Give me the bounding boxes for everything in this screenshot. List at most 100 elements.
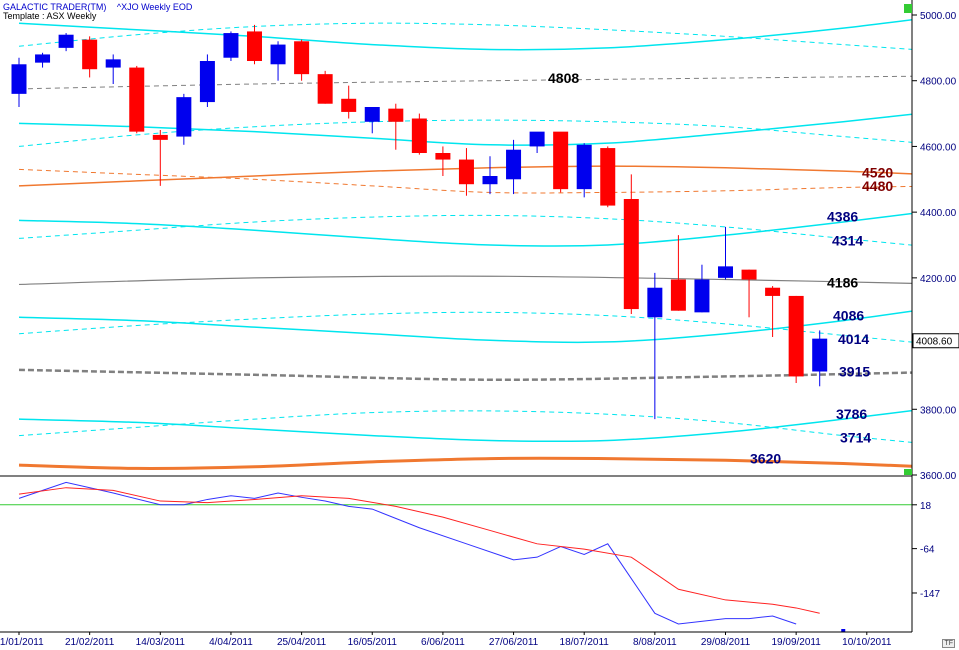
candle-body [129, 67, 145, 132]
candle-body [670, 279, 686, 311]
price-tick-label: 5000.00 [920, 11, 957, 22]
candle-body [364, 107, 380, 122]
band-line [18, 113, 912, 146]
band-line [18, 410, 912, 443]
price-tick-label: 4400.00 [920, 208, 957, 219]
level-label: 4520 [862, 165, 893, 181]
candle-body [223, 33, 239, 58]
candlesticks [11, 24, 828, 420]
candle-body [388, 108, 404, 122]
band-line [18, 456, 912, 470]
candle-body [623, 199, 639, 310]
level-label: 4808 [548, 70, 579, 86]
candle-body [247, 31, 262, 61]
level-label: 4480 [862, 178, 893, 194]
candle-body [11, 64, 27, 94]
band-line [18, 75, 912, 90]
candle-body [765, 287, 781, 296]
candle-body [270, 44, 286, 65]
date-tick-label: 14/03/2011 [136, 637, 186, 648]
level-label: 4386 [827, 209, 858, 225]
level-label: 3786 [836, 406, 867, 422]
candle-body [341, 98, 357, 112]
price-tick-label: 4800.00 [920, 77, 957, 88]
date-tick-label: 10/10/2011 [842, 637, 892, 648]
candle-body [482, 176, 498, 185]
candle-body [105, 59, 121, 68]
candle-body [411, 118, 427, 153]
band-line [18, 275, 912, 286]
price-tick-label: 4600.00 [920, 142, 957, 153]
level-label: 4314 [832, 232, 863, 248]
candle-body [647, 287, 663, 318]
osc-end-marker [841, 629, 846, 632]
band-line [18, 409, 912, 443]
date-tick-label: 19/09/2011 [771, 637, 821, 648]
osc-tick-label: 18 [920, 501, 932, 512]
date-tick-label: 21/02/2011 [65, 637, 115, 648]
candle-body [576, 144, 592, 190]
candle-body [458, 159, 474, 185]
band-line [18, 310, 912, 344]
candle-body [741, 269, 757, 280]
band-lines [18, 18, 912, 470]
candle-body [152, 134, 168, 140]
candle-body [718, 266, 733, 278]
last-price-box [912, 333, 959, 349]
candle-body [35, 54, 51, 63]
candle-body [435, 153, 451, 160]
oscillator-panel [0, 481, 912, 632]
date-tick-label: 31/01/2011 [0, 637, 44, 648]
last-price-label: 4008.60 [916, 337, 953, 348]
candle-body [600, 148, 616, 206]
band-line [18, 214, 912, 246]
tf-corner-button[interactable]: TF [942, 639, 955, 648]
candle-body [788, 295, 804, 377]
date-tick-label: 27/06/2011 [489, 637, 539, 648]
candle-body [317, 74, 333, 104]
date-tick-label: 29/08/2011 [701, 637, 751, 648]
date-tick-label: 18/07/2011 [560, 637, 610, 648]
price-tick-label: 4200.00 [920, 274, 957, 285]
band-line [18, 368, 912, 381]
axis-background [912, 0, 959, 650]
candle-body [199, 61, 215, 103]
level-label: 3620 [750, 450, 781, 466]
top-marker [904, 4, 912, 13]
oscillator-series [18, 481, 797, 625]
price-axis: 5000.004800.004600.004400.004200.004000.… [904, 0, 959, 650]
band-line [18, 119, 912, 147]
date-tick-label: 16/05/2011 [348, 637, 398, 648]
candle-body [294, 41, 310, 75]
date-axis: 31/01/2011 21/02/2011 14/03/2011 4/04/2011 2… [0, 631, 912, 648]
oscillator-series [18, 487, 820, 614]
bottom-marker [904, 469, 912, 475]
price-tick-label: 3600.00 [920, 471, 957, 482]
level-label: 4014 [838, 331, 869, 347]
candle-body [529, 131, 545, 147]
template-label: Template : ASX Weekly [3, 11, 97, 21]
band-line [18, 212, 912, 247]
candle-body [694, 279, 710, 313]
band-line [18, 22, 912, 50]
band-line [18, 311, 912, 343]
candle-body [176, 97, 192, 137]
candle-body [82, 39, 98, 70]
date-tick-label: 6/06/2011 [421, 637, 465, 648]
level-label: 4186 [827, 274, 858, 290]
candle-body [58, 34, 74, 48]
chart-header: GALACTIC TRADER(TM) ^XJO Weekly EOD [3, 2, 200, 12]
date-tick-label: 8/08/2011 [633, 637, 677, 648]
date-tick-label: 4/04/2011 [209, 637, 253, 648]
date-tick-label: 25/04/2011 [277, 637, 327, 648]
band-line [18, 18, 912, 51]
osc-tick-label: -64 [920, 545, 935, 556]
candle-body [553, 131, 569, 190]
level-label: 3714 [840, 430, 871, 446]
candle-body [506, 149, 522, 180]
symbol-title: ^XJO Weekly EOD [116, 2, 193, 12]
osc-tick-label: -147 [920, 589, 940, 600]
price-tick-label: 3800.00 [920, 405, 957, 416]
